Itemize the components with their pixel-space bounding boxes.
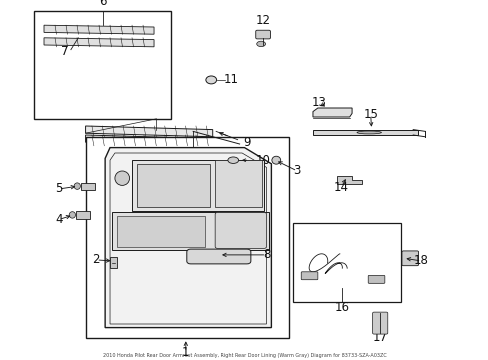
FancyBboxPatch shape xyxy=(301,272,317,280)
Text: 14: 14 xyxy=(333,181,348,194)
Ellipse shape xyxy=(69,212,75,218)
Text: 15: 15 xyxy=(363,108,377,121)
Text: 4: 4 xyxy=(55,213,62,226)
Ellipse shape xyxy=(271,156,280,164)
Polygon shape xyxy=(312,108,351,117)
Text: 16: 16 xyxy=(334,301,349,314)
Polygon shape xyxy=(112,212,268,250)
Text: 17: 17 xyxy=(372,331,387,344)
Polygon shape xyxy=(85,135,212,146)
Polygon shape xyxy=(44,25,154,34)
Ellipse shape xyxy=(205,76,216,84)
Ellipse shape xyxy=(227,157,238,163)
Text: 18: 18 xyxy=(413,255,428,267)
FancyBboxPatch shape xyxy=(401,251,418,266)
Text: 10: 10 xyxy=(255,154,269,167)
Text: 3: 3 xyxy=(293,165,301,177)
Text: 13: 13 xyxy=(311,96,325,109)
Polygon shape xyxy=(337,176,361,184)
Ellipse shape xyxy=(115,171,129,185)
Polygon shape xyxy=(81,183,95,190)
Polygon shape xyxy=(117,216,205,247)
Bar xyxy=(85,137,288,338)
FancyBboxPatch shape xyxy=(367,275,384,283)
Polygon shape xyxy=(44,38,154,47)
Polygon shape xyxy=(110,257,117,268)
Ellipse shape xyxy=(74,183,80,189)
Ellipse shape xyxy=(356,131,381,134)
FancyBboxPatch shape xyxy=(215,212,266,248)
Polygon shape xyxy=(215,160,261,207)
Polygon shape xyxy=(85,126,212,137)
Text: 7: 7 xyxy=(61,45,68,58)
Polygon shape xyxy=(312,130,417,135)
Polygon shape xyxy=(76,211,90,219)
Text: 1: 1 xyxy=(182,346,189,359)
Bar xyxy=(34,11,171,119)
Text: 2010 Honda Pilot Rear Door Armrest Assembly, Right Rear Door Lining (Warm Gray) : 2010 Honda Pilot Rear Door Armrest Assem… xyxy=(102,353,386,358)
FancyBboxPatch shape xyxy=(186,249,250,264)
Text: 2: 2 xyxy=(92,253,100,266)
Text: 6: 6 xyxy=(99,0,106,8)
Polygon shape xyxy=(105,148,271,328)
Text: 8: 8 xyxy=(262,248,270,261)
Polygon shape xyxy=(137,164,210,207)
Text: 9: 9 xyxy=(243,136,250,149)
Text: 11: 11 xyxy=(224,73,239,86)
Ellipse shape xyxy=(256,41,265,46)
FancyBboxPatch shape xyxy=(255,30,270,39)
Polygon shape xyxy=(132,160,264,211)
Bar xyxy=(293,223,400,302)
Text: 5: 5 xyxy=(55,183,62,195)
FancyBboxPatch shape xyxy=(372,312,387,334)
Text: 12: 12 xyxy=(255,14,270,27)
